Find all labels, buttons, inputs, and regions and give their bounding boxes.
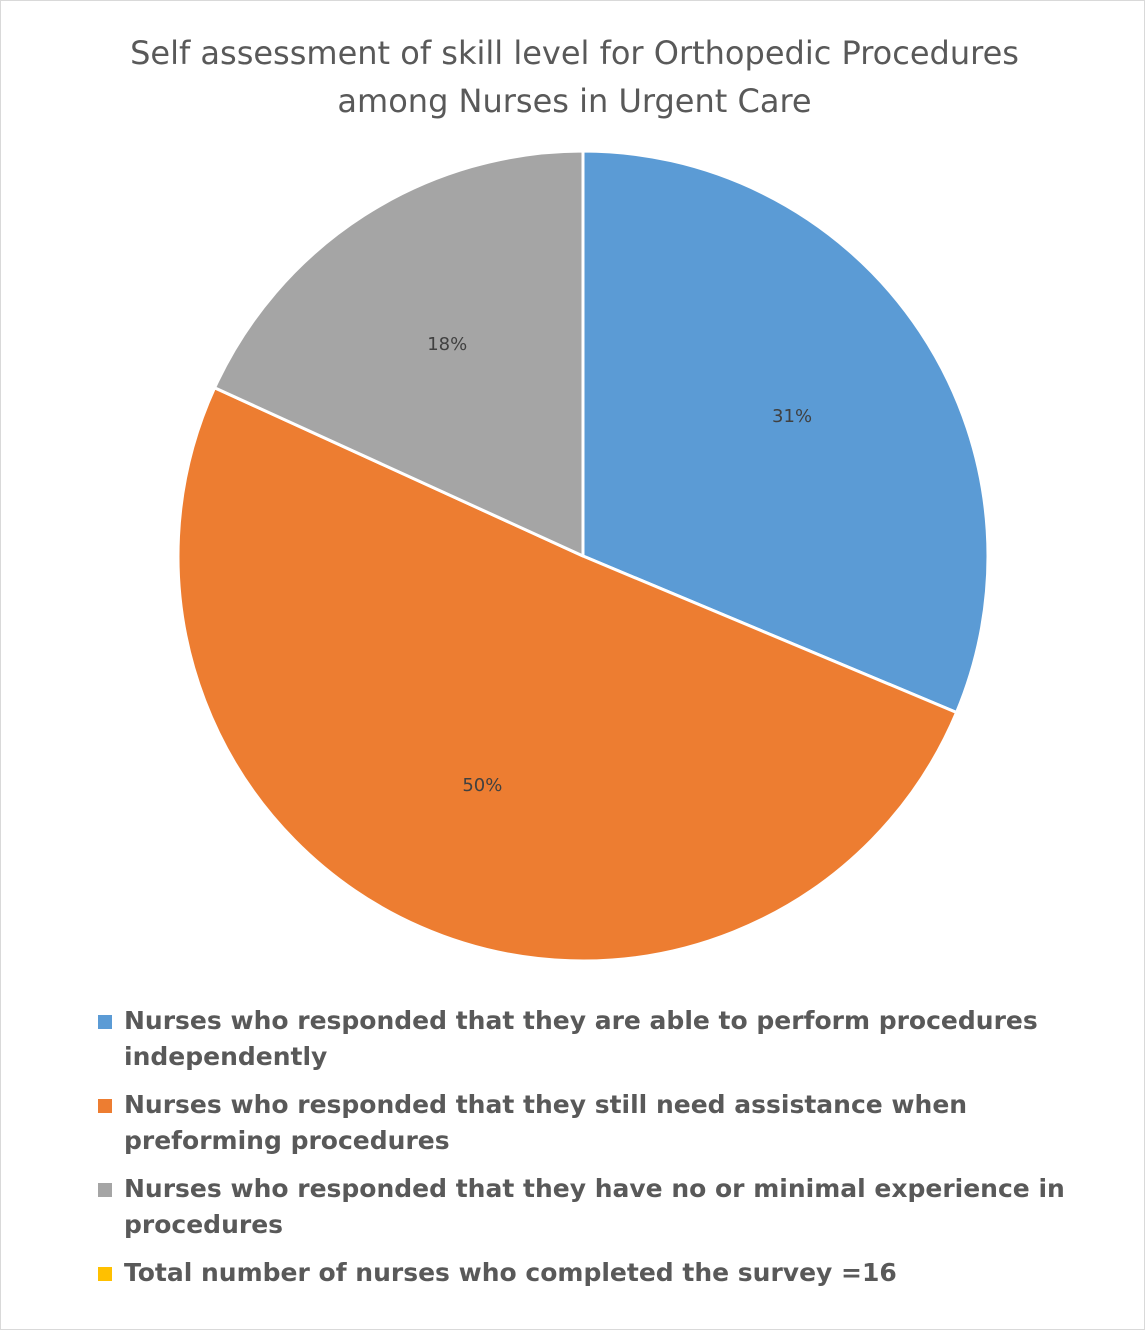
pie-chart: 31% 50% 18% <box>176 149 990 963</box>
legend-label-independent: Nurses who responded that they are able … <box>124 1006 1038 1071</box>
legend-label-minimal-experience: Nurses who responded that they have no o… <box>124 1174 1065 1239</box>
data-label-need-assistance: 50% <box>462 775 502 796</box>
legend-label-need-assistance: Nurses who responded that they still nee… <box>124 1090 968 1155</box>
pie-slice-minimal-experience <box>213 149 585 558</box>
legend: Nurses who responded that they are able … <box>98 1003 1098 1303</box>
legend-item-independent: Nurses who responded that they are able … <box>98 1003 1098 1075</box>
legend-item-minimal-experience: Nurses who responded that they have no o… <box>98 1171 1098 1243</box>
legend-item-need-assistance: Nurses who responded that they still nee… <box>98 1087 1098 1159</box>
data-label-independent: 31% <box>772 406 812 427</box>
data-label-minimal-experience: 18% <box>427 334 467 355</box>
legend-item-total: Total number of nurses who completed the… <box>98 1255 1098 1291</box>
legend-swatch-minimal-experience <box>98 1183 112 1197</box>
chart-title-line-1: Self assessment of skill level for Ortho… <box>130 34 1019 72</box>
chart-title: Self assessment of skill level for Ortho… <box>61 29 1088 125</box>
chart-title-line-2: among Nurses in Urgent Care <box>337 82 812 120</box>
legend-swatch-need-assistance <box>98 1099 112 1113</box>
pie-slice-need-assistance <box>176 386 959 963</box>
legend-swatch-independent <box>98 1015 112 1029</box>
legend-label-total: Total number of nurses who completed the… <box>124 1258 897 1287</box>
pie-slice-independent <box>581 149 990 714</box>
legend-swatch-total <box>98 1267 112 1281</box>
